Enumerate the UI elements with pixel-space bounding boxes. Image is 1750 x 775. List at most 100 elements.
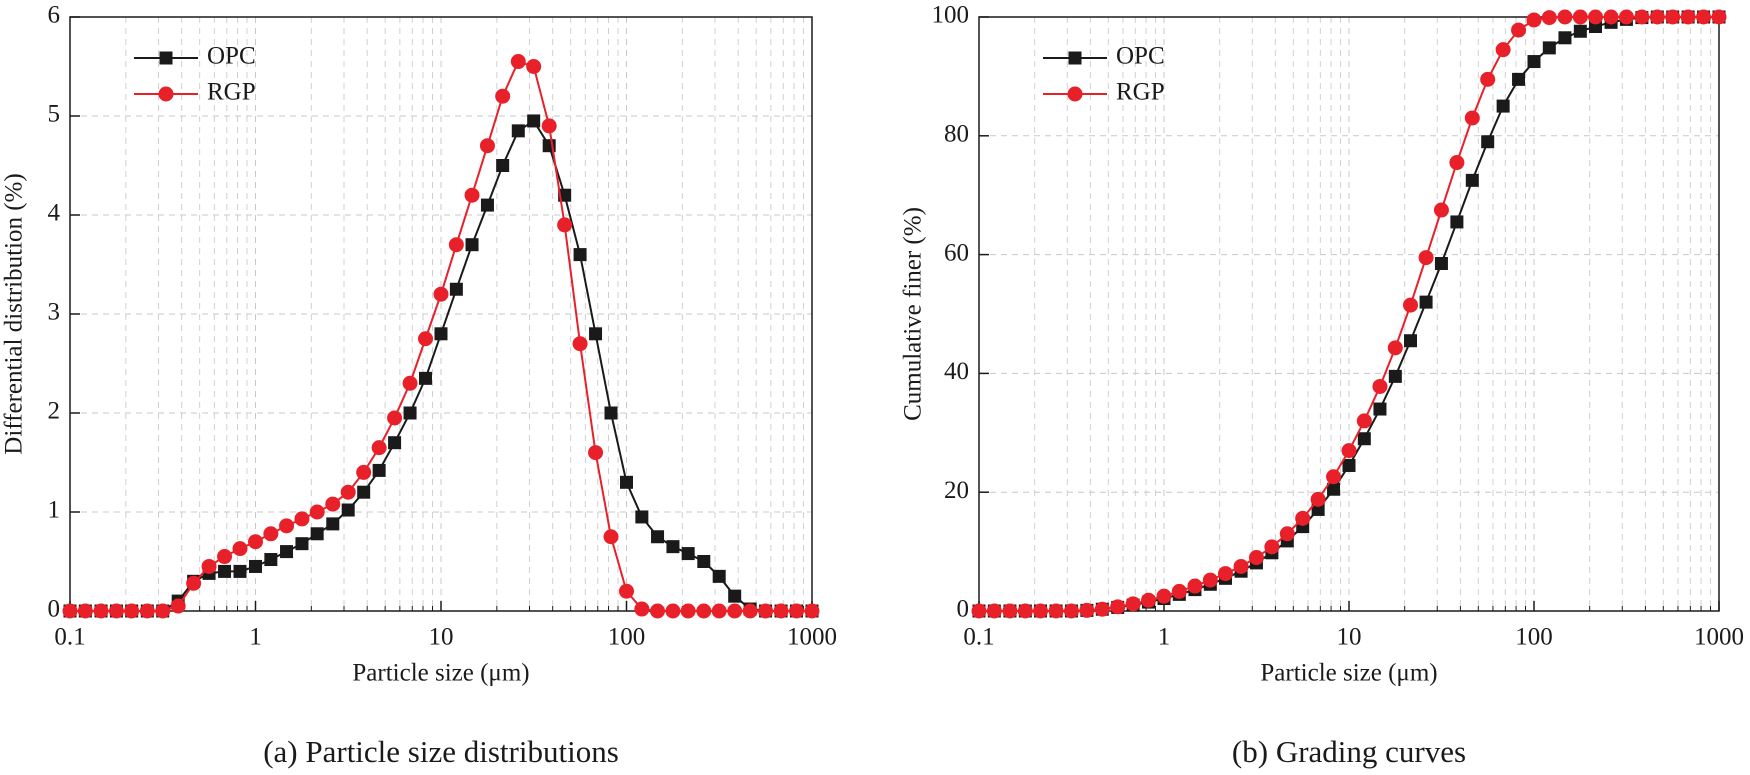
y-tick-label: 20 [944, 477, 969, 504]
marker [464, 187, 480, 203]
y-tick-label: 60 [944, 239, 969, 266]
marker [1464, 110, 1480, 126]
marker [1511, 22, 1527, 38]
marker [1527, 55, 1541, 69]
caption: (a) Particle size distributions [263, 734, 619, 769]
y-axis-label: Cumulative finer (%) [900, 207, 927, 421]
marker [1125, 596, 1141, 612]
marker [201, 558, 217, 574]
marker [712, 569, 726, 583]
marker [1218, 566, 1234, 582]
legend-marker [1068, 51, 1082, 65]
marker [1342, 458, 1356, 472]
y-tick-label: 6 [48, 2, 61, 29]
x-axis-label: Particle size (μm) [352, 660, 529, 687]
y-tick-label: 100 [932, 2, 970, 29]
marker [1634, 9, 1650, 25]
marker [280, 545, 294, 559]
marker [986, 603, 1002, 619]
marker [388, 436, 402, 450]
plot-frame [978, 16, 1720, 612]
marker [479, 138, 495, 154]
marker [650, 603, 666, 619]
x-tick-label: 1000 [1694, 624, 1744, 651]
marker [480, 198, 494, 212]
marker [742, 603, 758, 619]
marker [758, 603, 774, 619]
marker [1295, 510, 1311, 526]
marker [218, 564, 232, 578]
marker [728, 589, 742, 603]
marker [264, 553, 278, 567]
marker [124, 603, 140, 619]
marker [1372, 378, 1388, 394]
marker [249, 559, 262, 573]
marker [310, 527, 324, 541]
marker [232, 541, 248, 557]
marker [510, 54, 526, 70]
x-tick-label: 10 [1337, 624, 1362, 651]
y-tick-label: 3 [48, 299, 61, 326]
marker [77, 603, 93, 619]
legend-label: RGP [1116, 79, 1165, 106]
marker [573, 248, 587, 262]
marker [1356, 413, 1372, 429]
marker [635, 510, 649, 524]
legend-marker [1067, 86, 1083, 102]
marker [620, 475, 633, 489]
marker [155, 603, 171, 619]
marker [666, 540, 680, 554]
marker [1141, 592, 1157, 608]
marker [619, 583, 634, 599]
x-tick-label: 10 [429, 624, 454, 651]
marker [1404, 334, 1418, 348]
x-tick-label: 100 [1515, 624, 1553, 651]
marker [1418, 250, 1434, 266]
marker [403, 406, 417, 420]
marker [1557, 9, 1573, 25]
y-tick-label: 40 [944, 358, 969, 385]
legend-label: OPC [207, 43, 256, 70]
y-tick-label: 1 [48, 497, 61, 524]
marker [1419, 295, 1433, 309]
marker [680, 603, 696, 619]
marker [665, 603, 681, 619]
marker [603, 529, 619, 545]
marker [356, 464, 372, 480]
marker [1327, 482, 1341, 496]
marker [1572, 9, 1588, 25]
marker [1450, 215, 1464, 229]
marker [279, 518, 295, 534]
marker [1649, 9, 1665, 25]
marker [263, 526, 279, 542]
legend-marker [158, 86, 174, 102]
marker [1033, 603, 1049, 619]
marker [1542, 41, 1556, 55]
marker [139, 603, 155, 619]
marker [697, 555, 711, 568]
marker [804, 603, 820, 619]
marker [108, 603, 124, 619]
marker [1094, 601, 1110, 617]
marker [1326, 469, 1342, 485]
marker [433, 286, 449, 302]
marker [1310, 491, 1326, 507]
x-tick-label: 100 [608, 624, 646, 651]
marker [727, 603, 743, 619]
marker [326, 517, 340, 531]
marker [295, 537, 309, 551]
marker [341, 503, 355, 517]
marker [1480, 71, 1496, 87]
marker [773, 603, 789, 619]
marker [1279, 526, 1295, 542]
marker [711, 603, 727, 619]
x-tick-label: 0.1 [963, 624, 994, 651]
marker [1618, 9, 1634, 25]
marker [371, 440, 387, 456]
marker [971, 603, 987, 619]
marker [651, 530, 665, 544]
marker [1496, 99, 1510, 113]
marker [495, 88, 511, 104]
marker [634, 601, 650, 617]
